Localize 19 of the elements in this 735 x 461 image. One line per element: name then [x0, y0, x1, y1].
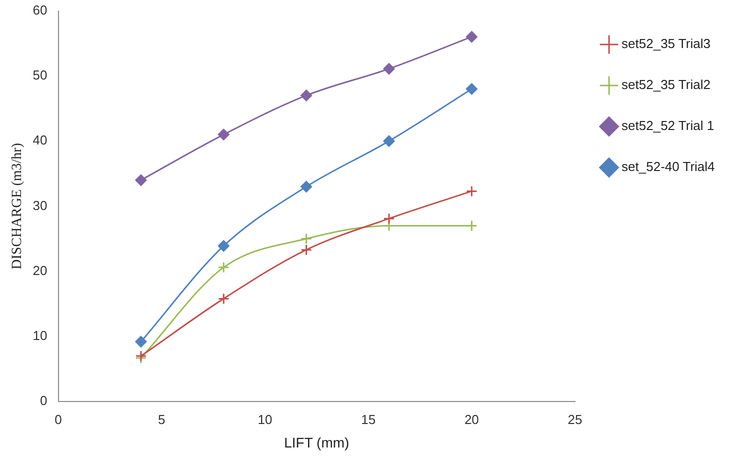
- y-tick-label: 10: [32, 328, 48, 344]
- x-tick-label: 25: [568, 412, 582, 427]
- y-tick-label: 60: [32, 2, 48, 18]
- y-axis-title: DISCHARGE (m3/hr): [10, 142, 26, 270]
- x-tick-label: 10: [258, 412, 272, 427]
- x-tick-label: 15: [361, 412, 376, 427]
- x-tick-label: 20: [464, 412, 479, 427]
- legend-label: set52_35 Trial3: [622, 36, 710, 52]
- x-tick-label: 5: [158, 412, 166, 427]
- y-tick-label: 0: [40, 393, 48, 408]
- y-tick-label: 20: [32, 262, 48, 278]
- x-axis-title: LIFT (mm): [284, 434, 350, 450]
- y-tick-label: 50: [32, 68, 48, 83]
- x-tick-label: 0: [54, 412, 62, 427]
- legend-label: set_52-40 Trial4: [622, 159, 715, 174]
- y-tick-label: 30: [32, 198, 48, 213]
- legend-label: set52_52 Trial 1: [622, 118, 714, 134]
- legend-label: set52_35 Trial2: [622, 77, 710, 92]
- y-tick-label: 40: [32, 132, 48, 148]
